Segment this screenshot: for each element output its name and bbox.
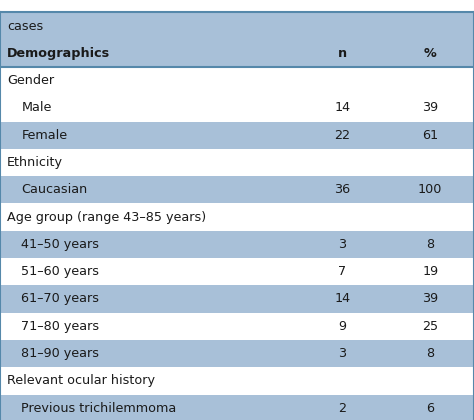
- Bar: [0, 285, 474, 312]
- Text: Female: Female: [21, 129, 67, 142]
- Text: 41–50 years: 41–50 years: [21, 238, 100, 251]
- Text: 39: 39: [422, 292, 438, 305]
- Text: 6: 6: [426, 402, 434, 415]
- Text: Previous trichilemmoma: Previous trichilemmoma: [21, 402, 177, 415]
- Bar: [0, 394, 474, 420]
- Text: Ethnicity: Ethnicity: [7, 156, 63, 169]
- Bar: [0, 203, 474, 231]
- Bar: [0, 176, 474, 203]
- Text: n: n: [338, 47, 347, 60]
- Text: %: %: [424, 47, 437, 60]
- Text: 61: 61: [422, 129, 438, 142]
- Text: 7: 7: [338, 265, 346, 278]
- Bar: [0, 67, 474, 94]
- Text: cases: cases: [7, 20, 43, 33]
- Text: Caucasian: Caucasian: [21, 183, 88, 196]
- Bar: [0, 13, 474, 40]
- Text: 81–90 years: 81–90 years: [21, 347, 100, 360]
- Text: Relevant ocular history: Relevant ocular history: [7, 374, 155, 387]
- Text: 19: 19: [422, 265, 438, 278]
- Bar: [0, 149, 474, 176]
- Text: 3: 3: [338, 347, 346, 360]
- Bar: [0, 94, 474, 121]
- Text: Gender: Gender: [7, 74, 54, 87]
- Text: 61–70 years: 61–70 years: [21, 292, 100, 305]
- Text: 39: 39: [422, 102, 438, 114]
- Bar: [0, 340, 474, 367]
- Text: Male: Male: [21, 102, 52, 114]
- Text: Age group (range 43–85 years): Age group (range 43–85 years): [7, 210, 206, 223]
- Text: 51–60 years: 51–60 years: [21, 265, 100, 278]
- Text: 100: 100: [418, 183, 442, 196]
- Text: 71–80 years: 71–80 years: [21, 320, 100, 333]
- Bar: [0, 258, 474, 285]
- Text: 25: 25: [422, 320, 438, 333]
- Text: 3: 3: [338, 238, 346, 251]
- Text: 14: 14: [334, 102, 351, 114]
- Text: 8: 8: [426, 347, 434, 360]
- Text: Demographics: Demographics: [7, 47, 110, 60]
- Text: 14: 14: [334, 292, 351, 305]
- Bar: [0, 40, 474, 67]
- Bar: [0, 121, 474, 149]
- Bar: [0, 312, 474, 340]
- Bar: [0, 367, 474, 394]
- Text: 2: 2: [338, 402, 346, 415]
- Text: 8: 8: [426, 238, 434, 251]
- Bar: [0, 231, 474, 258]
- Text: 22: 22: [335, 129, 350, 142]
- Text: 36: 36: [334, 183, 351, 196]
- Text: 9: 9: [338, 320, 346, 333]
